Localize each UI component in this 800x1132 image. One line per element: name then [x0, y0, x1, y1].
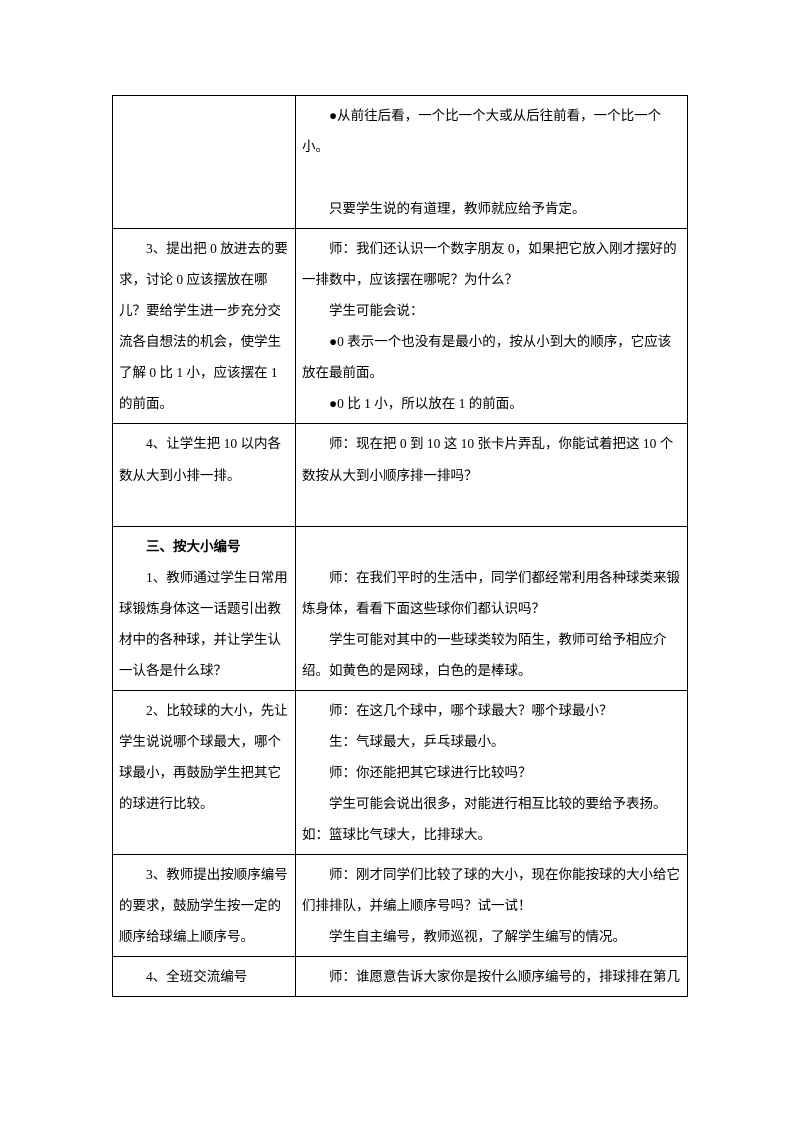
right-text: 师：我们还认识一个数字朋友 0，如果把它放入刚才摆好的一排数中，应该摆在哪呢？为…	[302, 233, 681, 295]
table-row: 三、按大小编号1、教师通过学生日常用球锻炼身体这一话题引出教材中的各种球，并让学…	[113, 526, 688, 690]
left-cell: 4、全班交流编号	[113, 957, 296, 997]
right-text	[302, 491, 681, 522]
table-row: 3、教师提出按顺序编号的要求，鼓励学生按一定的顺序给球编上顺序号。师：刚才同学们…	[113, 855, 688, 957]
left-text: 3、教师提出按顺序编号的要求，鼓励学生按一定的顺序给球编上顺序号。	[119, 859, 289, 952]
right-text: 学生可能对其中的一些球类较为陌生，教师可给予相应介绍。如黄色的是网球，白色的是棒…	[302, 624, 681, 686]
left-text: 4、让学生把 10 以内各数从大到小排一排。	[119, 428, 289, 490]
left-text: 2、比较球的大小，先让学生说说哪个球最大，哪个球最小，再鼓励学生把其它的球进行比…	[119, 695, 289, 819]
right-text: 学生可能会说出很多，对能进行相互比较的要给予表扬。如：篮球比气球大，比排球大。	[302, 788, 681, 850]
right-cell: 师：现在把 0 到 10 这 10 张卡片弄乱，你能试着把这 10 个数按从大到…	[296, 424, 688, 526]
right-cell: 师：刚才同学们比较了球的大小，现在你能按球的大小给它们排排队，并编上顺序号吗？试…	[296, 855, 688, 957]
right-text: ●从前往后看，一个比一个大或从后往前看，一个比一个小。	[302, 100, 681, 162]
table-row: 2、比较球的大小，先让学生说说哪个球最大，哪个球最小，再鼓励学生把其它的球进行比…	[113, 690, 688, 854]
right-text	[302, 531, 681, 562]
right-text: 师：你还能把其它球进行比较吗？	[302, 757, 681, 788]
right-text: 师：在我们平时的生活中，同学们都经常利用各种球类来锻炼身体，看看下面这些球你们都…	[302, 562, 681, 624]
document-page: ●从前往后看，一个比一个大或从后往前看，一个比一个小。 只要学生说的有道理，教师…	[0, 0, 800, 1132]
left-text: 1、教师通过学生日常用球锻炼身体这一话题引出教材中的各种球，并让学生认一认各是什…	[119, 562, 289, 686]
lesson-table: ●从前往后看，一个比一个大或从后往前看，一个比一个小。 只要学生说的有道理，教师…	[112, 95, 688, 997]
right-text: ●0 表示一个也没有是最小的，按从小到大的顺序，它应该放在最前面。	[302, 326, 681, 388]
table-row: 3、提出把 0 放进去的要求，讨论 0 应该摆放在哪儿？要给学生进一步充分交流各…	[113, 229, 688, 424]
right-text: 师：在这几个球中，哪个球最大？哪个球最小？	[302, 695, 681, 726]
left-text: 3、提出把 0 放进去的要求，讨论 0 应该摆放在哪儿？要给学生进一步充分交流各…	[119, 233, 289, 419]
left-cell: 3、教师提出按顺序编号的要求，鼓励学生按一定的顺序给球编上顺序号。	[113, 855, 296, 957]
right-text: 学生可能会说：	[302, 295, 681, 326]
right-text: 师：刚才同学们比较了球的大小，现在你能按球的大小给它们排排队，并编上顺序号吗？试…	[302, 859, 681, 921]
right-text: 学生自主编号，教师巡视，了解学生编写的情况。	[302, 921, 681, 952]
right-cell: 师：在我们平时的生活中，同学们都经常利用各种球类来锻炼身体，看看下面这些球你们都…	[296, 526, 688, 690]
left-cell	[113, 96, 296, 229]
right-text: 只要学生说的有道理，教师就应给予肯定。	[302, 193, 681, 224]
right-text	[302, 162, 681, 193]
left-cell: 3、提出把 0 放进去的要求，讨论 0 应该摆放在哪儿？要给学生进一步充分交流各…	[113, 229, 296, 424]
right-text: 师：现在把 0 到 10 这 10 张卡片弄乱，你能试着把这 10 个数按从大到…	[302, 428, 681, 490]
table-row: 4、让学生把 10 以内各数从大到小排一排。师：现在把 0 到 10 这 10 …	[113, 424, 688, 526]
left-cell: 4、让学生把 10 以内各数从大到小排一排。	[113, 424, 296, 526]
right-text: ●0 比 1 小，所以放在 1 的前面。	[302, 388, 681, 419]
right-cell: 师：在这几个球中，哪个球最大？哪个球最小？生：气球最大，乒乓球最小。师：你还能把…	[296, 690, 688, 854]
right-cell: 师：我们还认识一个数字朋友 0，如果把它放入刚才摆好的一排数中，应该摆在哪呢？为…	[296, 229, 688, 424]
left-cell: 三、按大小编号1、教师通过学生日常用球锻炼身体这一话题引出教材中的各种球，并让学…	[113, 526, 296, 690]
section-heading: 三、按大小编号	[119, 531, 289, 562]
right-cell: 师：谁愿意告诉大家你是按什么顺序编号的，排球排在第几	[296, 957, 688, 997]
left-cell: 2、比较球的大小，先让学生说说哪个球最大，哪个球最小，再鼓励学生把其它的球进行比…	[113, 690, 296, 854]
right-cell: ●从前往后看，一个比一个大或从后往前看，一个比一个小。 只要学生说的有道理，教师…	[296, 96, 688, 229]
right-text: 师：谁愿意告诉大家你是按什么顺序编号的，排球排在第几	[302, 961, 681, 992]
table-row: ●从前往后看，一个比一个大或从后往前看，一个比一个小。 只要学生说的有道理，教师…	[113, 96, 688, 229]
table-row: 4、全班交流编号师：谁愿意告诉大家你是按什么顺序编号的，排球排在第几	[113, 957, 688, 997]
left-text: 4、全班交流编号	[119, 961, 289, 992]
right-text: 生：气球最大，乒乓球最小。	[302, 726, 681, 757]
